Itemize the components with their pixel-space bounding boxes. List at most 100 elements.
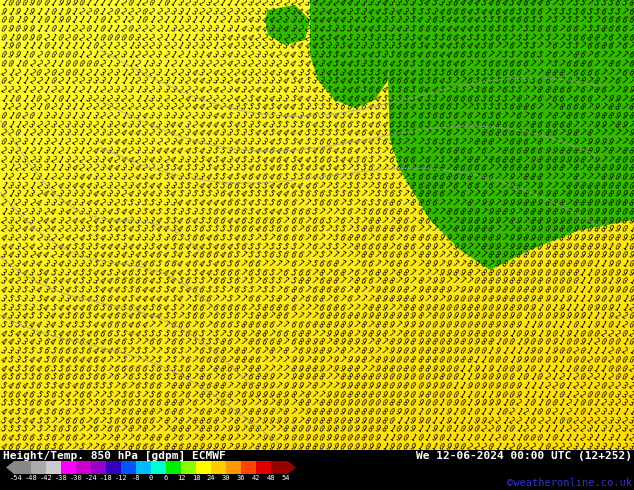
Text: 5: 5 [231,250,240,261]
Text: 8: 8 [486,338,495,347]
Text: 1: 1 [570,294,579,304]
Text: 7: 7 [182,407,191,417]
Text: 9: 9 [373,442,381,452]
Text: 4: 4 [316,163,325,173]
Text: 9: 9 [274,416,283,426]
Text: 3: 3 [69,172,78,182]
Text: 0: 0 [535,433,543,443]
Text: 2: 2 [288,33,297,43]
Text: 8: 8 [337,268,346,278]
Text: 6: 6 [295,250,304,261]
Text: 7: 7 [598,33,607,43]
Text: 2: 2 [274,0,283,8]
Text: 0: 0 [76,0,85,8]
Text: 4: 4 [267,172,276,182]
Text: 3: 3 [210,50,219,60]
Text: 0: 0 [0,59,8,69]
Text: 0: 0 [486,303,495,313]
Text: 8: 8 [387,224,396,234]
Text: 0: 0 [344,424,353,435]
Text: 9: 9 [253,390,261,400]
Text: 1: 1 [224,0,233,8]
Text: 6: 6 [612,76,621,86]
Text: 5: 5 [13,320,22,330]
Text: 6: 6 [457,120,466,130]
Text: 9: 9 [626,268,634,278]
Text: 4: 4 [98,146,106,156]
Text: 5: 5 [521,7,529,17]
Text: 9: 9 [450,346,459,356]
Text: 0: 0 [598,190,607,199]
Text: 2: 2 [55,146,64,156]
Text: 1: 1 [27,137,36,147]
Text: 7: 7 [133,338,141,347]
Text: 4: 4 [154,242,162,252]
Text: 8: 8 [578,242,586,252]
Text: 4: 4 [76,355,85,365]
Text: 3: 3 [598,407,607,417]
Text: 0: 0 [585,303,593,313]
Text: 4: 4 [175,224,184,234]
Text: 6: 6 [323,259,332,269]
Text: 9: 9 [514,303,522,313]
Text: 8: 8 [486,320,495,330]
Text: 6: 6 [253,163,261,173]
Text: 9: 9 [535,285,543,295]
Text: 5: 5 [20,398,29,409]
Text: 3: 3 [189,94,198,104]
Text: 6: 6 [55,372,64,382]
Text: 8: 8 [514,102,522,113]
Text: 8: 8 [358,320,367,330]
Text: 8: 8 [605,190,614,199]
Text: 4: 4 [126,329,134,339]
Text: 7: 7 [323,207,332,217]
Text: 8: 8 [429,311,437,321]
Text: 5: 5 [380,190,389,199]
Text: 5: 5 [41,416,49,426]
Text: 0: 0 [605,320,614,330]
Text: 0: 0 [472,390,480,400]
Text: 8: 8 [528,172,536,182]
Text: 2: 2 [119,0,127,8]
Text: 7: 7 [415,224,424,234]
Text: 9: 9 [366,381,374,391]
Text: 5: 5 [415,42,424,51]
Text: 0: 0 [486,381,495,391]
Text: 8: 8 [436,372,445,382]
Text: 0: 0 [612,355,621,365]
Text: 8: 8 [309,355,318,365]
Text: 9: 9 [373,433,381,443]
Text: 5: 5 [585,24,593,34]
Text: 8: 8 [500,163,508,173]
Text: 0: 0 [457,398,466,409]
Text: 1: 1 [161,59,170,69]
Text: 6: 6 [133,381,141,391]
Text: 9: 9 [373,424,381,435]
Text: 1: 1 [626,407,634,417]
Text: 1: 1 [6,120,15,130]
Text: 6: 6 [27,364,36,374]
Text: 1: 1 [556,407,565,417]
Text: 6: 6 [175,338,184,347]
Text: 8: 8 [210,416,219,426]
Text: 6: 6 [521,59,529,69]
Text: 4: 4 [267,68,276,78]
Text: 1: 1 [0,94,8,104]
Text: 8: 8 [585,33,593,43]
Text: 3: 3 [189,172,198,182]
Text: 6: 6 [535,7,543,17]
Text: 2: 2 [274,15,283,25]
Text: 5: 5 [366,76,374,86]
Text: 6: 6 [189,398,198,409]
Text: 6: 6 [422,163,430,173]
Text: 5: 5 [415,146,424,156]
Text: 0: 0 [507,364,515,374]
Text: 5: 5 [224,224,233,234]
Text: 2: 2 [69,155,78,165]
Text: 2: 2 [204,94,212,104]
Text: 3: 3 [605,416,614,426]
Text: 2: 2 [91,120,99,130]
Text: 1: 1 [563,320,572,330]
Text: 9: 9 [521,338,529,347]
Text: 0: 0 [578,207,586,217]
